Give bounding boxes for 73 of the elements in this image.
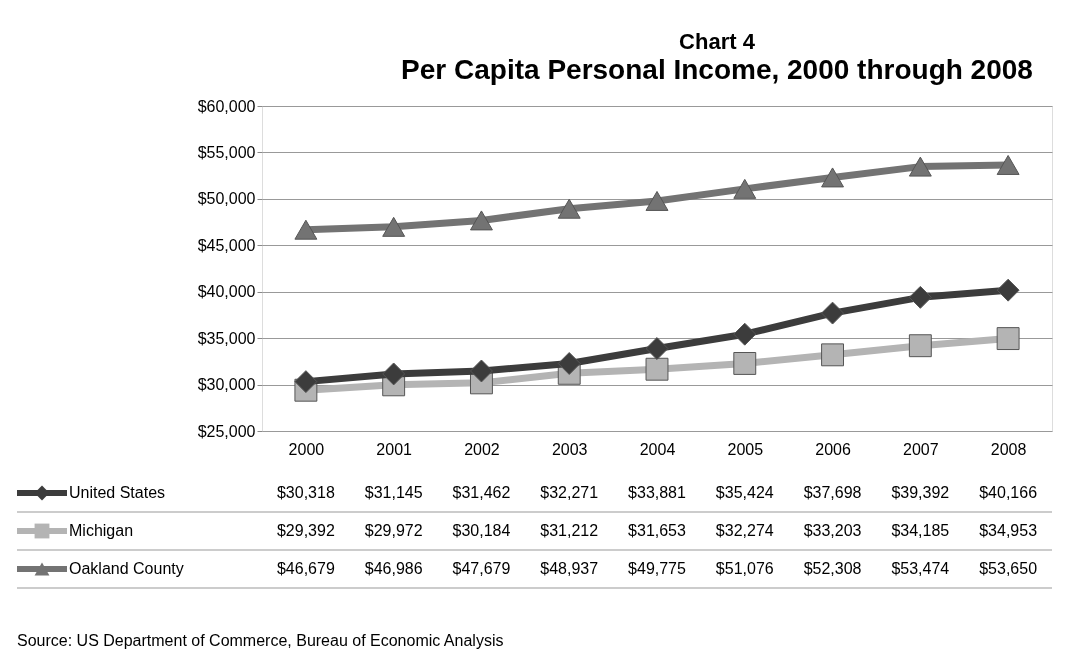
- x-tick-label: 2006: [815, 440, 851, 458]
- x-tick-label: 2007: [903, 440, 939, 458]
- data-label: $47,679: [452, 560, 511, 577]
- data-label: $35,424: [715, 484, 774, 501]
- data-label: $49,775: [628, 560, 687, 577]
- data-label: $53,474: [891, 560, 950, 577]
- data-label: $40,166: [979, 484, 1038, 501]
- y-tick-label: $30,000: [197, 376, 256, 394]
- point: [469, 359, 493, 383]
- chart-subtitle: Per Capita Personal Income, 2000 through 2008: [401, 54, 1033, 85]
- x-tick-label: 2005: [727, 440, 764, 458]
- point: [557, 352, 581, 375]
- point: [469, 210, 493, 231]
- data-label: $51,076: [715, 560, 774, 577]
- legend-label: United States: [69, 484, 166, 501]
- data-label: $34,185: [891, 522, 950, 539]
- data-label: $30,318: [276, 484, 335, 501]
- data-label: $32,274: [715, 522, 774, 539]
- point: [733, 352, 757, 375]
- data-label: $29,972: [364, 522, 423, 539]
- x-tick-label: 2003: [551, 440, 588, 458]
- point: [382, 362, 406, 386]
- x-tick-label: 2000: [288, 440, 325, 458]
- data-label: $46,679: [276, 560, 335, 577]
- point: [908, 334, 932, 358]
- data-label: $53,650: [979, 560, 1038, 577]
- point: [294, 370, 318, 394]
- source-note: Source: US Department of Commerce, Bureau of Economic Analysis: [17, 632, 504, 649]
- data-label: $30,184: [452, 522, 511, 539]
- data-label: $33,203: [803, 522, 862, 539]
- y-tick-label: $45,000: [197, 236, 256, 254]
- point: [733, 322, 757, 346]
- y-tick-label: $25,000: [197, 422, 256, 440]
- point: [821, 343, 845, 367]
- point: [382, 216, 406, 237]
- x-tick-label: 2002: [464, 440, 500, 458]
- point: [645, 357, 669, 381]
- data-label: $39,392: [891, 484, 950, 501]
- legend-label: Oakland County: [69, 560, 184, 577]
- point: [821, 301, 845, 325]
- chart-title: Chart 4: [679, 29, 756, 54]
- point: [996, 278, 1020, 302]
- data-label: $31,653: [628, 522, 687, 539]
- legend-label: Michigan: [69, 522, 134, 539]
- point: [733, 178, 757, 199]
- data-label: $32,271: [540, 484, 599, 501]
- y-tick-label: $50,000: [197, 190, 256, 208]
- data-label: $29,392: [276, 522, 335, 539]
- y-tick-label: $40,000: [197, 283, 256, 301]
- y-tick-label: $60,000: [197, 97, 256, 115]
- point: [996, 327, 1020, 351]
- x-tick-label: 2001: [376, 440, 413, 458]
- data-label: $31,212: [540, 522, 599, 539]
- data-label: $31,145: [364, 484, 423, 501]
- data-label: $37,698: [803, 484, 862, 501]
- point: [557, 198, 581, 219]
- x-tick-label: 2004: [639, 440, 676, 458]
- point: [996, 154, 1020, 175]
- y-tick-label: $35,000: [197, 329, 256, 347]
- point: [821, 167, 845, 188]
- data-label: $48,937: [540, 560, 599, 577]
- y-tick-label: $55,000: [197, 143, 256, 161]
- data-label: $31,462: [452, 484, 511, 501]
- point: [908, 285, 932, 309]
- data-label: $33,881: [628, 484, 687, 501]
- data-label: $46,986: [364, 560, 423, 577]
- x-tick-label: 2008: [990, 440, 1027, 458]
- data-label: $52,308: [803, 560, 862, 577]
- point: [645, 190, 669, 211]
- point: [908, 156, 932, 177]
- point: [645, 337, 669, 360]
- point: [294, 219, 318, 240]
- data-label: $34,953: [979, 522, 1038, 539]
